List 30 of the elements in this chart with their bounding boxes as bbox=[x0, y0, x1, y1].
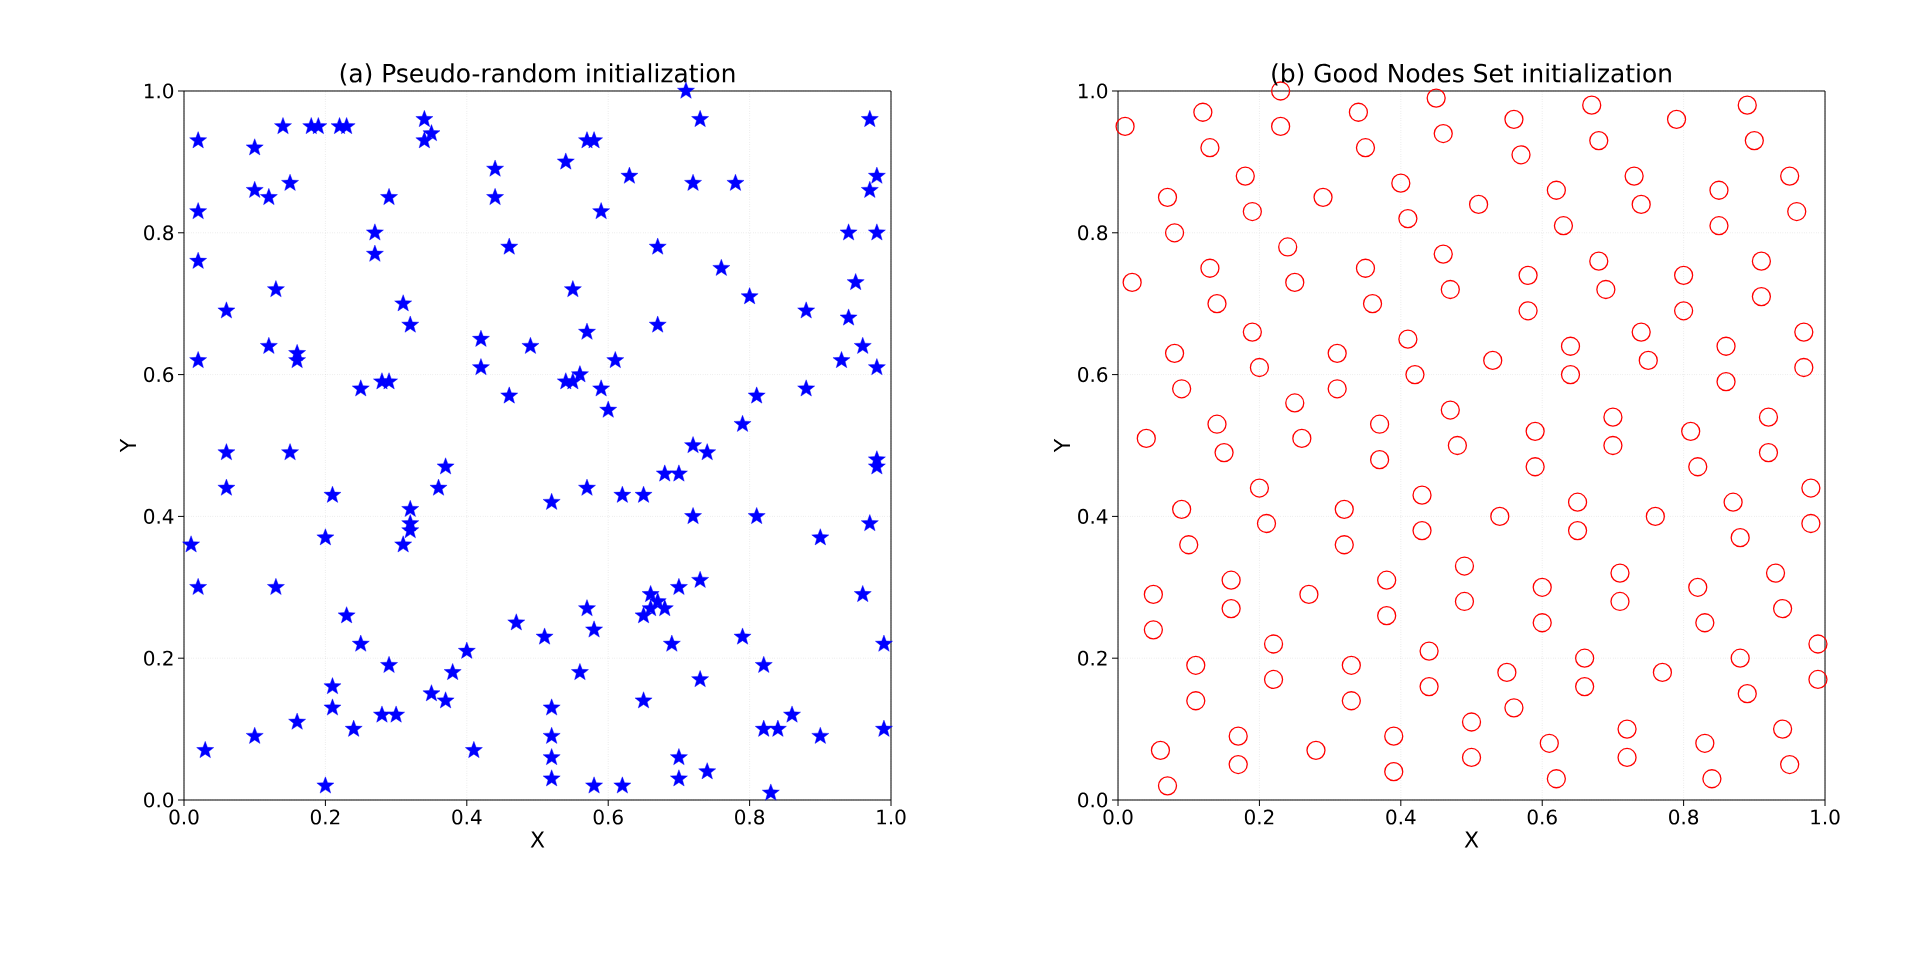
y-tick-label: 0.4 bbox=[144, 508, 174, 524]
x-tick-label: 1.0 bbox=[877, 809, 906, 825]
x-tick-label: 0.4 bbox=[452, 809, 482, 825]
y-tick-label: 1.0 bbox=[144, 83, 174, 99]
y-tick-label: 0.8 bbox=[1078, 225, 1108, 241]
y-tick-label: 0.6 bbox=[1078, 367, 1108, 383]
x-tick-label: 0.2 bbox=[310, 809, 340, 825]
x-tick-label: 0.8 bbox=[735, 809, 765, 825]
y-axis-title: Y bbox=[119, 438, 136, 453]
y-tick-label: 0.2 bbox=[1078, 650, 1107, 666]
y-tick-label: 1.0 bbox=[1078, 83, 1108, 99]
x-tick-label: 0.0 bbox=[1103, 809, 1133, 825]
x-tick-label: 0.6 bbox=[593, 809, 623, 825]
y-axis-title: Y bbox=[1053, 438, 1070, 453]
x-tick-label: 0.6 bbox=[1527, 809, 1557, 825]
x-axis-title: X bbox=[530, 831, 545, 848]
y-tick-label: 0.8 bbox=[144, 225, 174, 241]
x-tick-label: 0.2 bbox=[1244, 809, 1274, 825]
x-axis-title: X bbox=[1464, 831, 1479, 848]
x-tick-label: 0.4 bbox=[1386, 809, 1416, 825]
y-tick-label: 0.2 bbox=[144, 650, 173, 666]
y-tick-label: 0.0 bbox=[144, 792, 174, 808]
x-tick-label: 0.0 bbox=[169, 809, 199, 825]
x-tick-label: 0.8 bbox=[1669, 809, 1699, 825]
y-tick-label: 0.6 bbox=[144, 367, 174, 383]
x-tick-label: 1.0 bbox=[1811, 809, 1840, 825]
y-tick-label: 0.4 bbox=[1078, 508, 1108, 524]
y-tick-label: 0.0 bbox=[1078, 792, 1108, 808]
chart-title: (b) Good Nodes Set initialization bbox=[1272, 63, 1671, 86]
chart-title: (a) Pseudo-random initialization bbox=[340, 63, 735, 86]
